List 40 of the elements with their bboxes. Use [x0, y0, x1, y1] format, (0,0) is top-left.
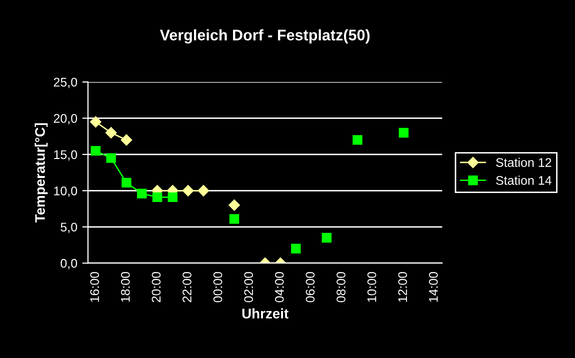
x-tick-label: 20:00	[152, 272, 161, 302]
point	[152, 192, 162, 202]
point	[105, 127, 117, 138]
x-tick-label: 02:00	[244, 272, 254, 302]
x-tick-label: 06:00	[306, 272, 315, 302]
x-tick-label: 12:00	[398, 272, 408, 302]
y-tick-label: 10,0	[54, 186, 78, 197]
point	[322, 232, 332, 243]
point	[90, 146, 101, 156]
point	[168, 192, 178, 202]
y-tick-label: 25,0	[54, 78, 78, 88]
legend-label: Station 14	[496, 176, 552, 185]
point	[398, 128, 409, 138]
x-tick-label: 00:00	[213, 272, 222, 302]
x-axis-title: Uhrzeit	[242, 308, 288, 318]
x-tick-label: 22:00	[182, 272, 192, 302]
x-tick-label: 08:00	[336, 272, 346, 302]
point	[182, 185, 194, 196]
x-tick-label: 14:00	[428, 272, 438, 302]
x-tick-label: 18:00	[120, 272, 130, 302]
point	[137, 188, 147, 198]
point	[90, 116, 102, 128]
legend-label: Station 12	[496, 158, 552, 167]
point	[352, 135, 362, 145]
y-axis-title: Temperatur[°C]	[34, 123, 48, 223]
point	[228, 200, 240, 211]
point	[291, 244, 301, 254]
y-tick-label: 5,0	[60, 222, 78, 234]
y-tick-label: 0,0	[60, 258, 78, 270]
point	[198, 185, 210, 196]
x-tick-label: 10:00	[367, 272, 376, 302]
chart-title: Vergleich Dorf - Festplatz(50)	[160, 29, 370, 44]
y-tick-label: 15,0	[54, 150, 78, 161]
y-tick-label: 20,0	[54, 114, 78, 124]
point	[229, 214, 240, 224]
x-tick-label: 16:00	[90, 272, 100, 302]
point	[120, 134, 132, 146]
x-tick-label: 04:00	[274, 272, 284, 302]
point	[106, 153, 116, 163]
point	[122, 178, 132, 188]
